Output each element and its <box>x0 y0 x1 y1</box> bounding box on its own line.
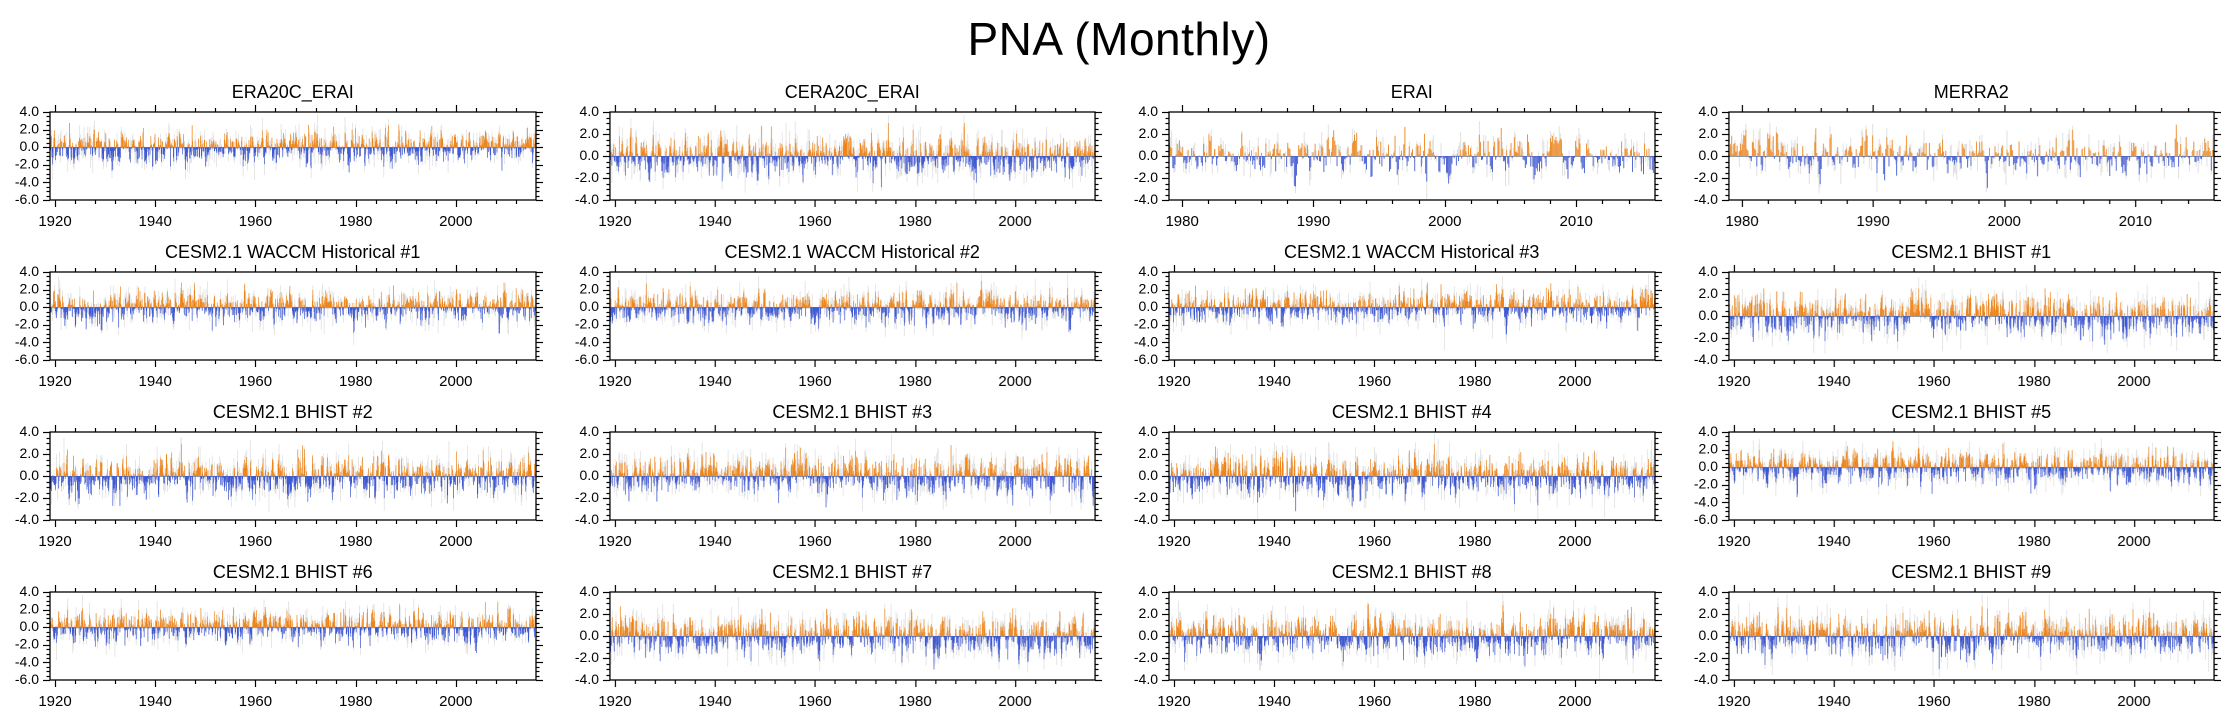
panel-cera20c-erai: CERA20C_ERAI <box>559 78 1119 238</box>
panel-title: MERRA2 <box>1933 82 2009 102</box>
timeseries-chart-canvas <box>1119 424 1679 554</box>
panel-title: CERA20C_ERAI <box>784 82 920 102</box>
panel-title: CESM2.1 BHIST #2 <box>212 402 373 422</box>
timeseries-chart-canvas <box>0 264 560 394</box>
panel-bhist-6: CESM2.1 BHIST #6 <box>0 558 560 718</box>
panel-row-2: CESM2.1 WACCM Historical #1 CESM2.1 WACC… <box>0 238 2238 398</box>
timeseries-chart-canvas <box>1678 584 2238 714</box>
panel-row-4: CESM2.1 BHIST #6 CESM2.1 BHIST #7 CESM2.… <box>0 558 2238 718</box>
panel-row-3: CESM2.1 BHIST #2 CESM2.1 BHIST #3 CESM2.… <box>0 398 2238 558</box>
panel-bhist-8: CESM2.1 BHIST #8 <box>1119 558 1679 718</box>
page-title: PNA (Monthly) <box>967 13 1271 65</box>
panel-title: CESM2.1 BHIST #1 <box>1891 242 2052 262</box>
timeseries-chart-canvas <box>559 104 1119 234</box>
timeseries-chart-canvas <box>1678 104 2238 234</box>
panel-title: CESM2.1 WACCM Historical #3 <box>1284 242 1540 262</box>
panel-title: ERAI <box>1390 82 1433 102</box>
panel-bhist-2: CESM2.1 BHIST #2 <box>0 398 560 558</box>
panel-title: CESM2.1 BHIST #7 <box>772 562 933 582</box>
page-header: PNA (Monthly) <box>0 0 2238 78</box>
panel-bhist-1: CESM2.1 BHIST #1 <box>1678 238 2238 398</box>
panel-bhist-9: CESM2.1 BHIST #9 <box>1678 558 2238 718</box>
panel-title: CESM2.1 BHIST #5 <box>1891 402 2052 422</box>
panel-bhist-5: CESM2.1 BHIST #5 <box>1678 398 2238 558</box>
timeseries-chart-canvas <box>0 584 560 714</box>
panel-merra2: MERRA2 <box>1678 78 2238 238</box>
panel-title: CESM2.1 BHIST #4 <box>1331 402 1492 422</box>
panel-waccm-historical-1: CESM2.1 WACCM Historical #1 <box>0 238 560 398</box>
panel-title: CESM2.1 BHIST #6 <box>212 562 373 582</box>
panel-title: CESM2.1 BHIST #3 <box>772 402 933 422</box>
timeseries-chart-canvas <box>1119 264 1679 394</box>
panel-bhist-7: CESM2.1 BHIST #7 <box>559 558 1119 718</box>
panel-bhist-4: CESM2.1 BHIST #4 <box>1119 398 1679 558</box>
panel-title: CESM2.1 WACCM Historical #2 <box>724 242 980 262</box>
panel-title: CESM2.1 BHIST #9 <box>1891 562 2052 582</box>
panel-row-1: ERA20C_ERAI CERA20C_ERAI ERAI MERRA2 <box>0 78 2238 238</box>
timeseries-chart-canvas <box>559 264 1119 394</box>
timeseries-chart-canvas <box>1119 584 1679 714</box>
panel-waccm-historical-3: CESM2.1 WACCM Historical #3 <box>1119 238 1679 398</box>
panels-grid: ERA20C_ERAI CERA20C_ERAI ERAI MERRA2 CES… <box>0 78 2238 718</box>
panel-era20c-erai: ERA20C_ERAI <box>0 78 560 238</box>
panel-bhist-3: CESM2.1 BHIST #3 <box>559 398 1119 558</box>
timeseries-chart-canvas <box>559 424 1119 554</box>
timeseries-chart-canvas <box>1678 424 2238 554</box>
panel-title: ERA20C_ERAI <box>231 82 354 102</box>
panel-title: CESM2.1 BHIST #8 <box>1331 562 1492 582</box>
timeseries-chart-canvas <box>1119 104 1679 234</box>
timeseries-chart-canvas <box>0 424 560 554</box>
timeseries-chart-canvas <box>1678 264 2238 394</box>
timeseries-chart-canvas <box>559 584 1119 714</box>
timeseries-chart-canvas <box>0 104 560 234</box>
panel-waccm-historical-2: CESM2.1 WACCM Historical #2 <box>559 238 1119 398</box>
panel-title: CESM2.1 WACCM Historical #1 <box>165 242 421 262</box>
panel-erai: ERAI <box>1119 78 1679 238</box>
